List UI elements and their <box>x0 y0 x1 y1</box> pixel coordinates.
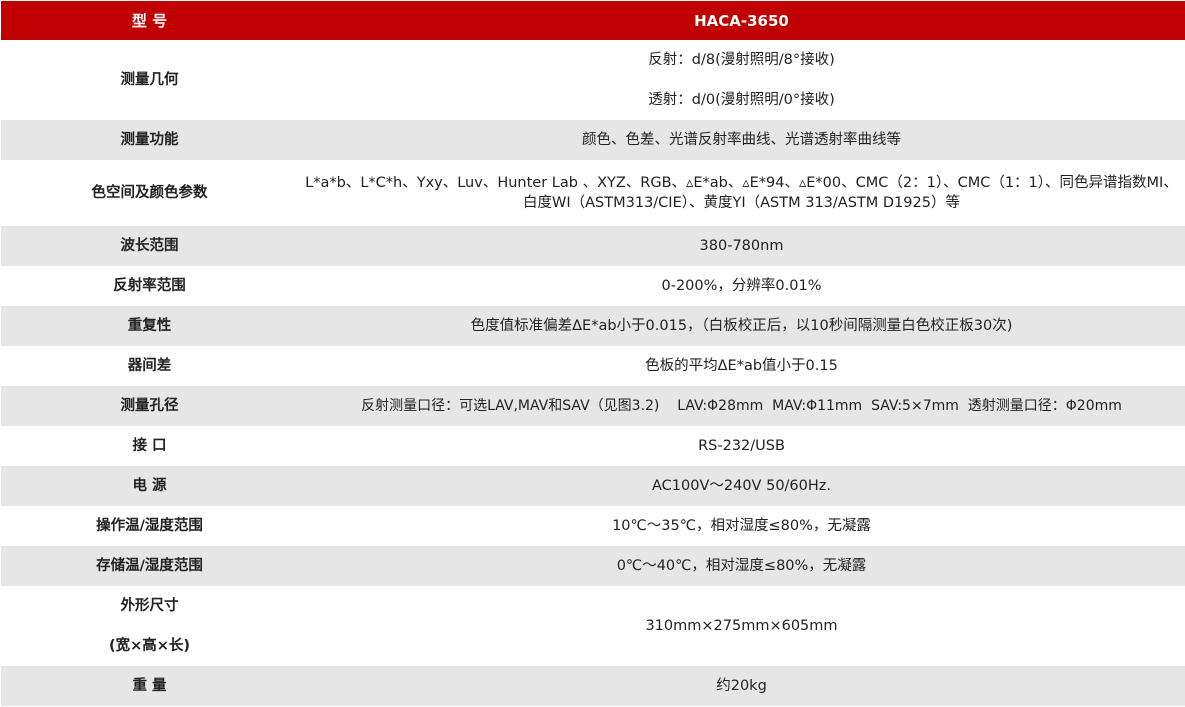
table-row: 波长范围 380-780nm <box>1 226 1185 266</box>
table-row: 操作温/湿度范围 10℃～35℃，相对湿度≤80%，无凝露 <box>1 506 1185 546</box>
row-label: 测量功能 <box>1 120 298 160</box>
row-label: 色空间及颜色参数 <box>91 185 208 201</box>
row-value: RS-232/USB <box>698 438 785 454</box>
table-row: 色空间及颜色参数 L*a*b、L*C*h、Yxy、Luv、Hunter Lab … <box>1 160 1185 226</box>
row-value: L*a*b、L*C*h、Yxy、Luv、Hunter Lab 、XYZ、RGB、… <box>298 160 1185 226</box>
header-label: 型 号 <box>1 1 298 40</box>
row-value: 反射测量口径：可选LAV,MAV和SAV（见图3.2) LAV:Φ28mm MA… <box>298 386 1185 426</box>
value-line: 反射：d/8(漫射照明/8°接收) <box>648 52 835 68</box>
row-label: 测量几何 <box>120 72 179 88</box>
row-label: 操作温/湿度范围 <box>96 518 203 534</box>
row-value: 310mm×275mm×605mm <box>645 618 838 634</box>
table-row: 重复性 色度值标准偏差ΔE*ab小于0.015，（白板校正后，以10秒间隔测量白… <box>1 306 1185 346</box>
label-line: (宽×高×长) <box>108 638 191 654</box>
table-row: 测量孔径 反射测量口径：可选LAV,MAV和SAV（见图3.2) LAV:Φ28… <box>1 386 1185 426</box>
row-label: 存储温/湿度范围 <box>1 546 298 586</box>
row-value: 10℃～35℃，相对湿度≤80%，无凝露 <box>612 518 871 534</box>
row-label: 接 口 <box>132 438 167 454</box>
table-row: 重 量 约20kg <box>1 666 1185 706</box>
table-row: 电 源 AC100V～240V 50/60Hz. <box>1 466 1185 506</box>
model-name: HACA-3650 <box>298 1 1185 40</box>
row-value: AC100V～240V 50/60Hz. <box>298 466 1185 506</box>
table-row: 器间差 色板的平均ΔE*ab值小于0.15 <box>1 346 1185 386</box>
row-label: 器间差 <box>127 358 172 374</box>
row-value: 380-780nm <box>298 226 1185 266</box>
table-row: 外形尺寸 (宽×高×长) 310mm×275mm×605mm <box>1 586 1185 666</box>
row-label: 反射率范围 <box>113 278 186 294</box>
row-value: 色度值标准偏差ΔE*ab小于0.015，（白板校正后，以10秒间隔测量白色校正板… <box>298 306 1185 346</box>
table-row: 反射率范围 0-200%，分辨率0.01% <box>1 266 1185 306</box>
row-label: 重复性 <box>1 306 298 346</box>
row-label: 波长范围 <box>1 226 298 266</box>
row-label: 测量孔径 <box>1 386 298 426</box>
row-value: 0℃～40℃，相对湿度≤80%，无凝露 <box>298 546 1185 586</box>
row-value: 颜色、色差、光谱反射率曲线、光谱透射率曲线等 <box>298 120 1185 160</box>
row-value: 0-200%，分辨率0.01% <box>661 278 822 294</box>
row-value: 色板的平均ΔE*ab值小于0.15 <box>645 358 838 374</box>
row-label: 重 量 <box>1 666 298 706</box>
row-label: 电 源 <box>1 466 298 506</box>
row-value: 约20kg <box>298 666 1185 706</box>
table-row: 接 口 RS-232/USB <box>1 426 1185 466</box>
value-text: L*a*b、L*C*h、Yxy、Luv、Hunter Lab 、XYZ、RGB、… <box>305 175 1178 211</box>
value-line: 透射：d/0(漫射照明/0°接收) <box>648 92 835 108</box>
table-row: 存储温/湿度范围 0℃～40℃，相对湿度≤80%，无凝露 <box>1 546 1185 586</box>
label-line: 外形尺寸 <box>120 598 179 614</box>
header-row: 型 号 HACA-3650 <box>1 1 1185 40</box>
table-row: 测量功能 颜色、色差、光谱反射率曲线、光谱透射率曲线等 <box>1 120 1185 160</box>
row-value: 反射：d/8(漫射照明/8°接收) 透射：d/0(漫射照明/0°接收) <box>298 40 1185 120</box>
table-row: 测量几何 反射：d/8(漫射照明/8°接收) 透射：d/0(漫射照明/0°接收) <box>1 40 1185 120</box>
row-label: 外形尺寸 (宽×高×长) <box>1 586 298 666</box>
